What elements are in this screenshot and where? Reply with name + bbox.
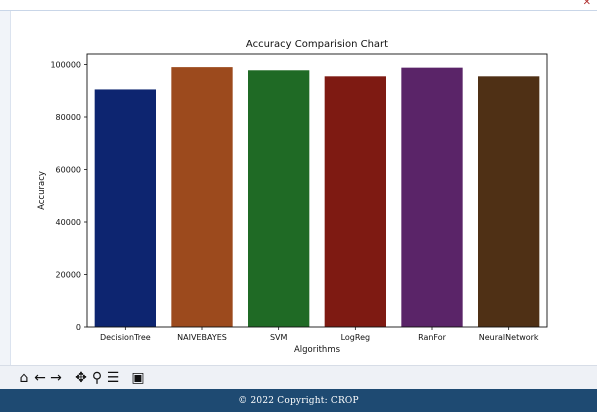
x-tick-label: NeuralNetwork — [479, 333, 539, 342]
y-tick-label: 80000 — [56, 113, 81, 122]
bar-logreg — [324, 76, 386, 327]
chart-title: Accuracy Comparision Chart — [246, 39, 388, 50]
window-title-strip: ✕ — [0, 0, 597, 11]
configure-subplots-icon[interactable]: ☰ — [106, 369, 120, 386]
pan-icon[interactable]: ✥ — [75, 369, 87, 386]
bar-ranfor — [401, 67, 463, 328]
bar-chart: Accuracy Comparision Chart DecisionTree NA… — [37, 39, 548, 355]
x-tick-label: LogReg — [341, 333, 371, 342]
y-tick-label: 100000 — [50, 61, 81, 70]
bar-naivebayes — [171, 67, 233, 327]
copyright-text: © 2022 Copyright: CROP — [238, 395, 359, 406]
x-axis-label: Algorithms — [294, 345, 341, 355]
back-arrow-icon[interactable]: ← — [34, 369, 46, 386]
x-tick-label: SVM — [270, 333, 288, 342]
figure-canvas: Accuracy Comparision Chart DecisionTree NA… — [11, 11, 587, 365]
x-tick-label: DecisionTree — [100, 333, 151, 342]
zoom-icon[interactable]: ⚲ — [91, 369, 103, 386]
navigation-toolbar: ⌂ ← → ✥ ⚲ ☰ ▣ — [0, 365, 597, 389]
window-left-edge — [0, 11, 11, 365]
home-icon[interactable]: ⌂ — [19, 369, 29, 386]
bar-decisiontree — [94, 89, 156, 327]
x-tick-label: NAIVEBAYES — [177, 333, 227, 342]
bar-svm — [248, 70, 310, 328]
y-axis-label: Accuracy — [37, 171, 47, 210]
bar-neuralnetwork — [478, 76, 540, 327]
y-tick-label: 60000 — [56, 166, 81, 175]
y-tick-label: 0 — [76, 323, 81, 332]
forward-arrow-icon[interactable]: → — [50, 369, 62, 386]
x-tick-label: RanFor — [418, 333, 447, 342]
save-icon[interactable]: ▣ — [131, 369, 145, 386]
page-footer: © 2022 Copyright: CROP — [0, 389, 597, 412]
plot-frame — [86, 53, 548, 328]
y-tick-label: 40000 — [56, 218, 81, 227]
y-tick-label: 20000 — [56, 271, 81, 280]
close-icon[interactable]: ✕ — [582, 0, 591, 8]
